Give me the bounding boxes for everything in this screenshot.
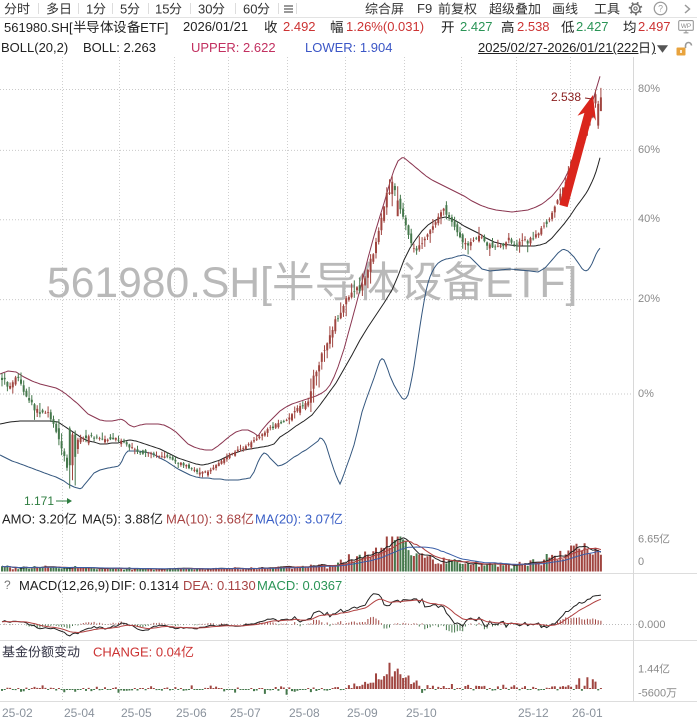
- svg-text:561980.SH[: 561980.SH[: [47, 259, 272, 307]
- svg-text:WP: WP: [681, 23, 691, 30]
- svg-text:ETF]: ETF]: [485, 259, 577, 307]
- svg-text:?: ?: [658, 4, 663, 14]
